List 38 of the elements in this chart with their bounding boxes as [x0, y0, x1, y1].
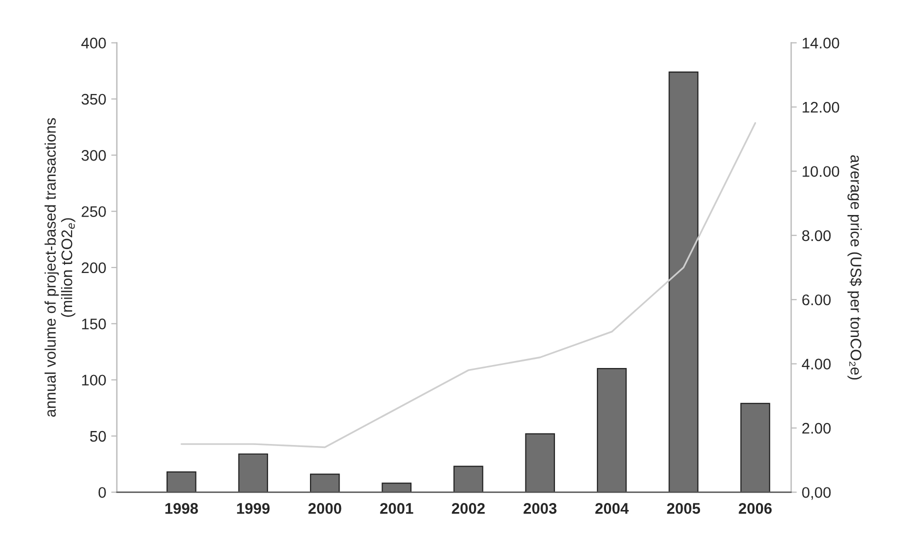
bar — [238, 453, 268, 492]
y2-tick-label: 2.00 — [802, 422, 831, 434]
bar — [668, 71, 698, 492]
y2-tick-label: 6.00 — [802, 294, 831, 306]
y2-tick-label: 12.00 — [802, 102, 840, 113]
y2-axis-title: average price (US$ per tonCO₂e) — [848, 155, 862, 380]
bar — [740, 402, 770, 492]
bar — [382, 482, 412, 492]
y-tick-label: 100 — [82, 374, 106, 386]
x-tick-label: 1998 — [165, 503, 198, 514]
x-tick-label: 2003 — [524, 503, 557, 514]
y-tick-label: 250 — [82, 206, 106, 218]
y-tick-label: 50 — [90, 430, 106, 442]
y2-tick-label: 4.00 — [802, 358, 831, 370]
y-tick-label: 300 — [82, 150, 106, 161]
x-tick-label: 2000 — [308, 503, 342, 514]
y-tick-label: 400 — [81, 38, 106, 48]
y2-tick-label: 0,00 — [802, 487, 831, 500]
y2-tick-label: 14.00 — [802, 38, 840, 48]
x-tick-label: 1999 — [237, 503, 270, 514]
bar — [525, 433, 555, 492]
line-series — [180, 122, 756, 448]
x-tick-label: 2002 — [452, 503, 485, 514]
bar — [310, 474, 340, 492]
y-axis-title: annual volume of project-based transactions (million tCO2$_{e}$) — [44, 118, 76, 417]
y-tick-label: 150 — [82, 318, 106, 330]
x-tick-label: 2004 — [595, 503, 629, 514]
bar — [596, 368, 627, 492]
y-tick-label: 350 — [82, 94, 106, 105]
y-tick-label: 0 — [98, 487, 106, 498]
y2-tick-label: 10.00 — [802, 166, 840, 177]
bar — [453, 466, 484, 492]
x-tick-label: 2005 — [667, 503, 700, 514]
bar — [166, 471, 196, 492]
x-tick-label: 2006 — [738, 503, 772, 514]
x-tick-label: 2001 — [380, 503, 414, 514]
y-tick-label: 200 — [82, 262, 106, 274]
y2-tick-label: 8.00 — [802, 230, 831, 242]
